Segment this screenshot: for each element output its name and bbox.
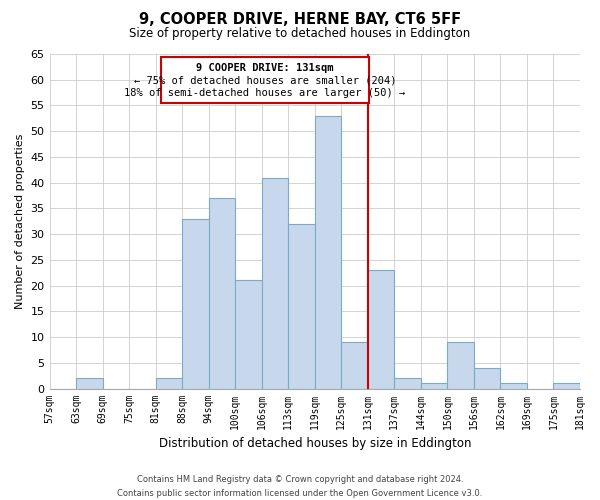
Bar [76, 378, 103, 388]
FancyBboxPatch shape [161, 56, 369, 103]
Bar [368, 270, 394, 388]
Bar [315, 116, 341, 388]
Y-axis label: Number of detached properties: Number of detached properties [15, 134, 25, 309]
Bar [341, 342, 368, 388]
Bar [553, 384, 580, 388]
Text: 9, COOPER DRIVE, HERNE BAY, CT6 5FF: 9, COOPER DRIVE, HERNE BAY, CT6 5FF [139, 12, 461, 28]
Bar [448, 342, 474, 388]
Text: ← 75% of detached houses are smaller (204): ← 75% of detached houses are smaller (20… [134, 76, 396, 86]
Bar [500, 384, 527, 388]
Text: 18% of semi-detached houses are larger (50) →: 18% of semi-detached houses are larger (… [124, 88, 406, 98]
Text: 9 COOPER DRIVE: 131sqm: 9 COOPER DRIVE: 131sqm [196, 64, 334, 74]
Bar [421, 384, 448, 388]
Bar [235, 280, 262, 388]
Bar [262, 178, 288, 388]
X-axis label: Distribution of detached houses by size in Eddington: Distribution of detached houses by size … [158, 437, 471, 450]
Bar [288, 224, 315, 388]
Bar [209, 198, 235, 388]
Bar [394, 378, 421, 388]
Bar [182, 218, 209, 388]
Bar [474, 368, 500, 388]
Text: Size of property relative to detached houses in Eddington: Size of property relative to detached ho… [130, 28, 470, 40]
Text: Contains HM Land Registry data © Crown copyright and database right 2024.
Contai: Contains HM Land Registry data © Crown c… [118, 476, 482, 498]
Bar [155, 378, 182, 388]
